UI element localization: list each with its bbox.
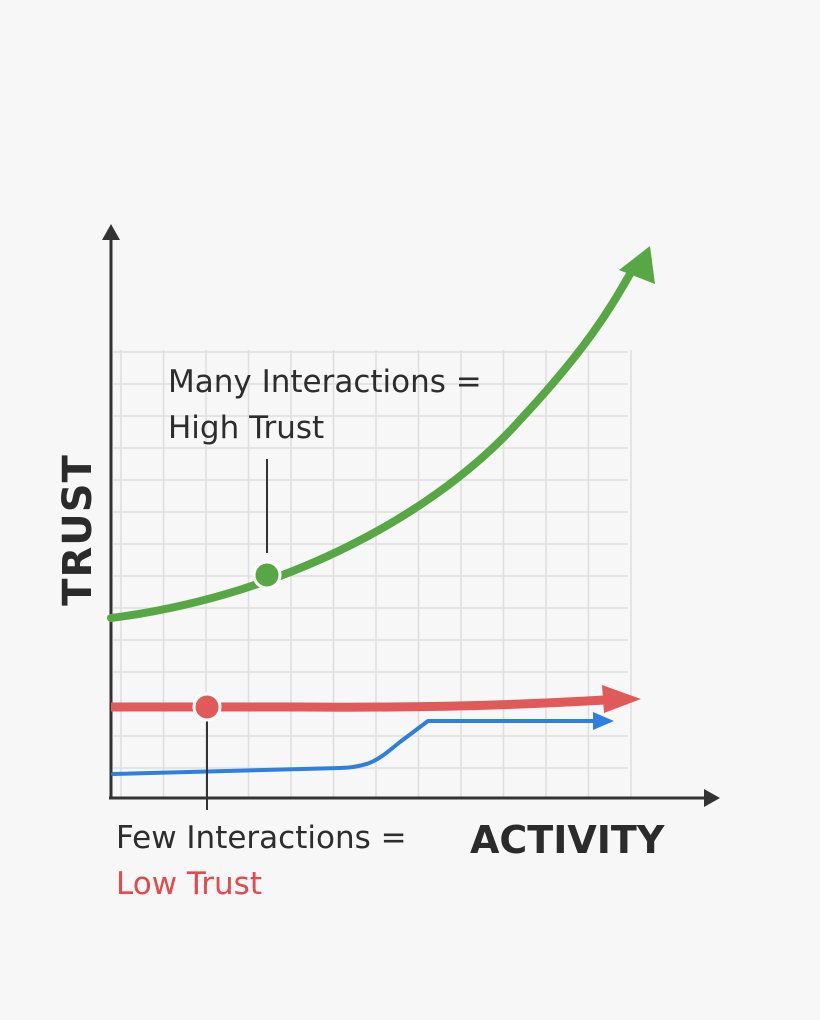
y-axis-arrowhead (102, 224, 120, 240)
red-line (111, 695, 605, 712)
high-trust-annotation-line2: High Trust (168, 410, 325, 446)
blue-arrowhead (593, 712, 614, 730)
x-axis-label: ACTIVITY (470, 818, 665, 862)
low-trust-annotation-line1: Few Interactions = (116, 820, 407, 856)
y-axis-label: TRUST (55, 454, 101, 606)
high-trust-marker (252, 560, 282, 590)
green-curve (107, 270, 634, 622)
green-arrowhead (619, 246, 655, 284)
red-arrowhead (602, 685, 641, 713)
low-trust-marker (192, 692, 222, 722)
x-axis-arrowhead (704, 789, 720, 807)
blue-line (111, 719, 598, 776)
low-trust-annotation-line2: Low Trust (116, 866, 262, 902)
high-trust-annotation-line1: Many Interactions = (168, 364, 482, 400)
